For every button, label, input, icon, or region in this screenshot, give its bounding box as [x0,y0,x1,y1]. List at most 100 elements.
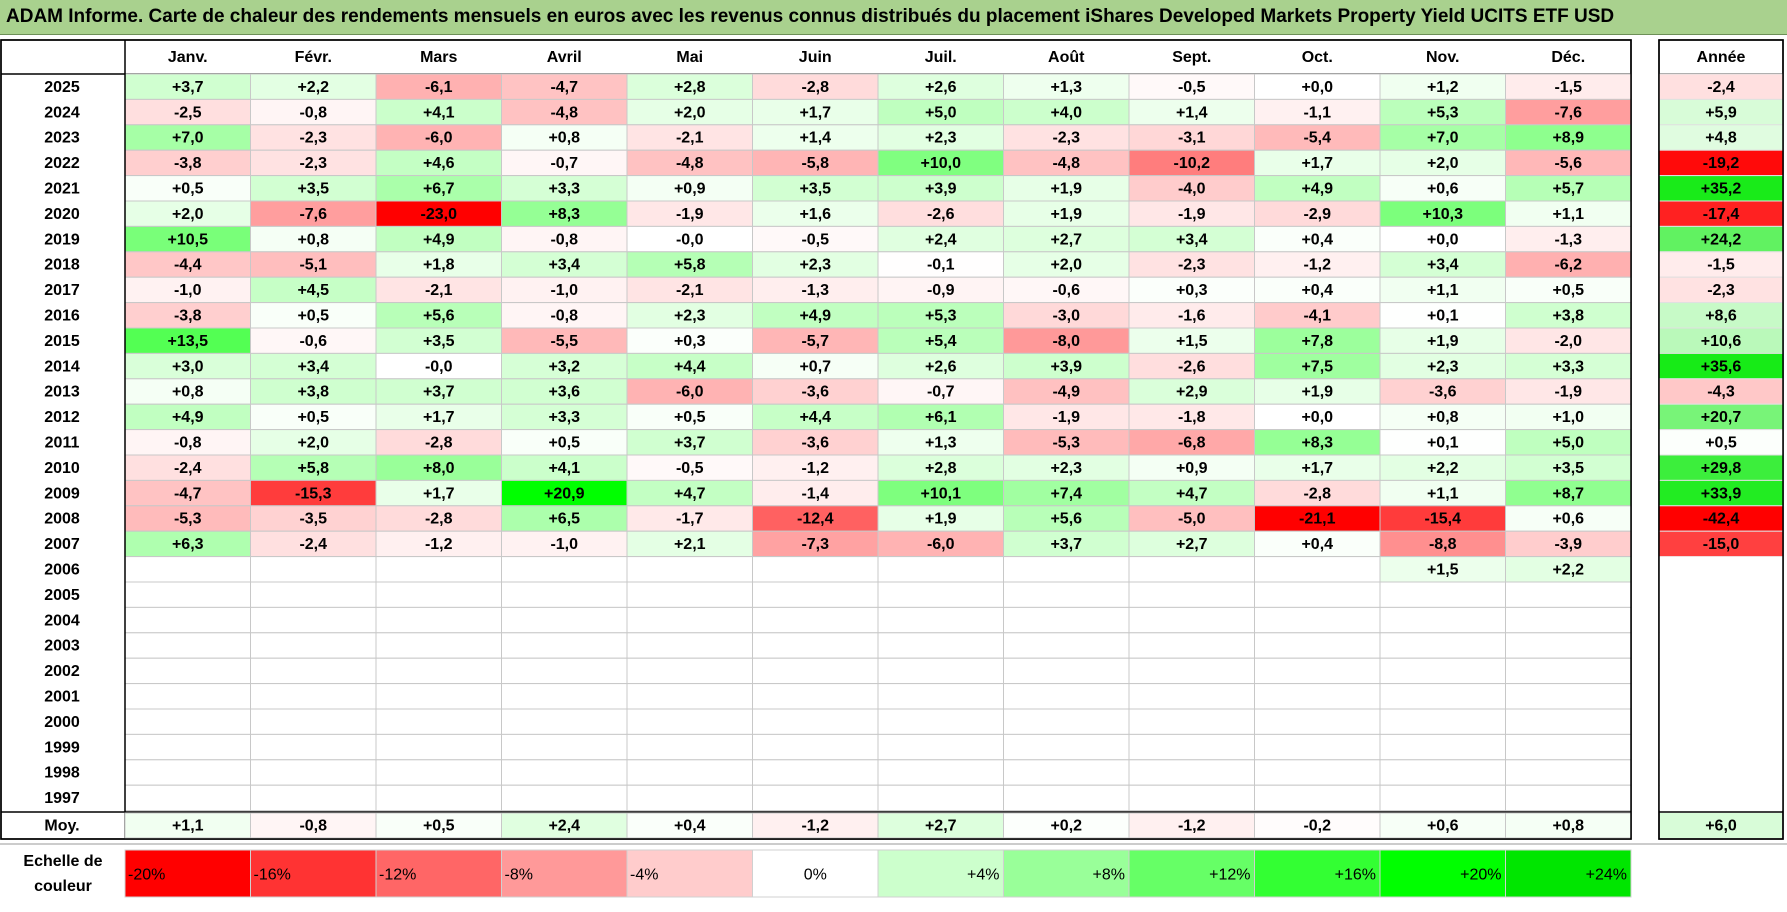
cell-value: -1,9 [1554,384,1582,401]
average-value: -0,8 [299,818,327,835]
cell-value: -4,0 [1178,181,1206,198]
cell-value: +1,6 [799,206,831,223]
annual-value: +33,9 [1701,485,1742,502]
cell-value: +4,6 [423,155,455,172]
cell-value: +5,7 [1552,181,1584,198]
cell-value: +0,0 [1301,79,1333,96]
annual-cell [1658,98,1784,126]
heat-cell [375,327,502,354]
cell-value: +3,9 [1050,358,1082,375]
heat-cell [250,683,377,710]
heat-cell [1379,784,1506,812]
cell-value: +3,8 [1552,308,1584,325]
cell-value: +10,1 [921,485,962,502]
annual-cell [1659,556,1783,582]
cell-value: +3,3 [548,181,580,198]
cell-value: +1,9 [925,511,957,528]
cell-value: -1,8 [1178,409,1206,426]
cell-value: +8,3 [1301,435,1333,452]
heat-cell [250,200,377,227]
heat-cell [124,73,251,100]
cell-value: -0,5 [1178,79,1206,96]
average-cell [501,812,628,839]
heat-cell [1379,302,1506,329]
heat-cell [877,683,1004,710]
cell-value: -5,8 [801,155,829,172]
heat-cell [752,276,879,304]
cell-value: -4,9 [1052,384,1080,401]
average-cell [1128,812,1255,839]
cell-value: +0,8 [1427,409,1459,426]
heat-cell [375,505,502,532]
cell-value: -2,3 [1178,257,1206,274]
cell-value: +1,9 [1427,333,1459,350]
heat-cell [752,606,879,634]
heat-cell [501,708,628,735]
heat-cell [1003,632,1130,659]
cell-value: +1,5 [1176,333,1208,350]
cell-value: +2,0 [172,206,204,223]
scale-swatch [1128,849,1255,898]
cell-value: +2,3 [1427,358,1459,375]
annual-value: -2,3 [1707,282,1735,299]
heat-cell [124,403,251,431]
heat-cell [1128,124,1255,151]
heat-cell [1505,327,1632,354]
heat-cell [626,708,753,735]
heat-cell [1379,327,1506,354]
cell-value: -6,2 [1554,257,1582,274]
cell-value: -1,9 [676,206,704,223]
cell-value: -7,6 [299,206,327,223]
heat-cell [1003,352,1130,380]
annual-value: -1,5 [1707,257,1735,274]
month-header: Sept. [1172,49,1211,66]
cell-value: +7,4 [1050,485,1082,502]
cell-value: -0,6 [299,333,327,350]
heat-cell [1379,505,1506,532]
cell-value: -6,0 [676,384,704,401]
scale-swatch [626,849,753,898]
cell-value: +1,9 [1050,206,1082,223]
heat-cell [501,403,628,431]
annual-cell [1659,632,1783,659]
heat-cell [124,657,251,685]
heat-cell [250,175,377,202]
heat-cell [1254,175,1381,202]
cell-value: +7,8 [1301,333,1333,350]
heat-cell [501,73,628,100]
cell-value: -4,8 [676,155,704,172]
cell-value: +3,4 [297,358,329,375]
average-cell [1003,812,1130,839]
cell-value: +0,5 [674,409,706,426]
cell-value: +3,9 [925,181,957,198]
cell-value: -8,0 [1052,333,1080,350]
heat-cell [501,759,628,786]
annual-cell [1658,429,1784,456]
cell-value: -1,2 [801,460,829,477]
month-header: Mars [420,49,457,66]
heat-cell [752,378,879,405]
cell-value: +2,7 [1050,231,1082,248]
heat-cell [752,403,879,431]
heat-cell [1128,733,1255,761]
cell-value: -0,0 [676,231,704,248]
cell-value: +4,9 [172,409,204,426]
heat-cell [501,784,628,812]
cell-value: +2,6 [925,358,957,375]
annual-frame-outline [1658,39,1784,840]
heat-cell [124,98,251,126]
cell-value: +2,2 [297,79,329,96]
heat-cell [877,606,1004,634]
cell-value: +1,1 [1427,282,1459,299]
month-header: Juin [799,49,832,66]
cell-value: +3,6 [548,384,580,401]
heat-cell [626,606,753,634]
cell-value: +10,5 [168,231,209,248]
cell-value: -3,6 [1429,384,1457,401]
scale-step-label: +24% [1586,867,1627,884]
cell-value: +0,4 [1301,536,1333,553]
cell-value: -6,0 [927,536,955,553]
heat-cell [501,378,628,405]
cell-value: -1,0 [550,282,578,299]
heat-cell [877,200,1004,227]
